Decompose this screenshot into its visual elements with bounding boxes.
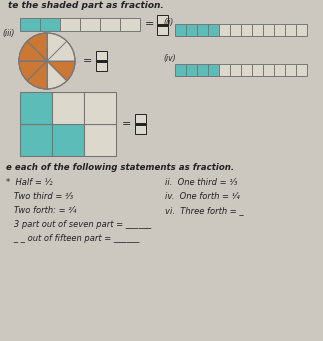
Bar — [135, 125, 146, 134]
Bar — [96, 51, 107, 60]
Bar — [230, 24, 241, 36]
Bar — [241, 64, 252, 76]
Bar — [241, 24, 252, 36]
Bar — [296, 64, 307, 76]
Bar — [186, 64, 197, 76]
Bar — [208, 24, 219, 36]
Bar — [96, 62, 107, 71]
Bar — [84, 92, 116, 124]
Text: te the shaded part as fraction.: te the shaded part as fraction. — [8, 1, 164, 10]
Bar — [20, 18, 40, 31]
Bar — [20, 92, 52, 124]
Text: (iv): (iv) — [163, 54, 176, 63]
Bar — [157, 15, 168, 24]
Wedge shape — [19, 41, 47, 61]
Text: (iii): (iii) — [2, 29, 15, 38]
Bar — [186, 24, 197, 36]
Bar — [219, 64, 230, 76]
Text: =: = — [83, 56, 92, 66]
Circle shape — [19, 33, 75, 89]
Bar — [274, 64, 285, 76]
Bar — [52, 92, 84, 124]
Bar — [252, 24, 263, 36]
Bar — [20, 124, 52, 156]
Text: =: = — [145, 19, 154, 30]
Bar — [263, 64, 274, 76]
Text: *  Half = ½: * Half = ½ — [6, 178, 53, 187]
Text: Two third = ²⁄₃: Two third = ²⁄₃ — [6, 192, 73, 201]
Text: (ii): (ii) — [163, 18, 173, 27]
Wedge shape — [27, 33, 47, 61]
Text: iv.  One forth = ¹⁄₄: iv. One forth = ¹⁄₄ — [165, 192, 240, 201]
Bar — [157, 26, 168, 34]
Text: ii.  One third = ¹⁄₃: ii. One third = ¹⁄₃ — [165, 178, 237, 187]
Text: e each of the following statements as fraction.: e each of the following statements as fr… — [6, 163, 234, 172]
Wedge shape — [19, 61, 47, 81]
Bar — [274, 24, 285, 36]
Text: =: = — [122, 119, 131, 129]
Bar — [80, 18, 100, 31]
Bar — [252, 64, 263, 76]
Bar — [197, 24, 208, 36]
Bar — [175, 24, 186, 36]
Bar — [84, 124, 116, 156]
Wedge shape — [47, 61, 75, 81]
Bar — [135, 114, 146, 123]
Bar — [100, 18, 120, 31]
Bar — [208, 64, 219, 76]
Bar — [40, 18, 60, 31]
Bar — [285, 24, 296, 36]
Bar — [60, 18, 80, 31]
Bar — [120, 18, 140, 31]
Bar — [52, 124, 84, 156]
Wedge shape — [27, 61, 47, 89]
Text: 3 part out of seven part = ______: 3 part out of seven part = ______ — [6, 220, 151, 229]
Text: vi.  Three forth = _: vi. Three forth = _ — [165, 206, 244, 215]
Bar — [197, 64, 208, 76]
Text: Two forth: = ²⁄₄: Two forth: = ²⁄₄ — [6, 206, 76, 215]
Bar — [230, 64, 241, 76]
Bar — [219, 24, 230, 36]
Bar — [285, 64, 296, 76]
Bar — [175, 64, 186, 76]
Bar — [263, 24, 274, 36]
Text: _ _ out of fifteen part = ______: _ _ out of fifteen part = ______ — [6, 234, 140, 243]
Bar — [296, 24, 307, 36]
